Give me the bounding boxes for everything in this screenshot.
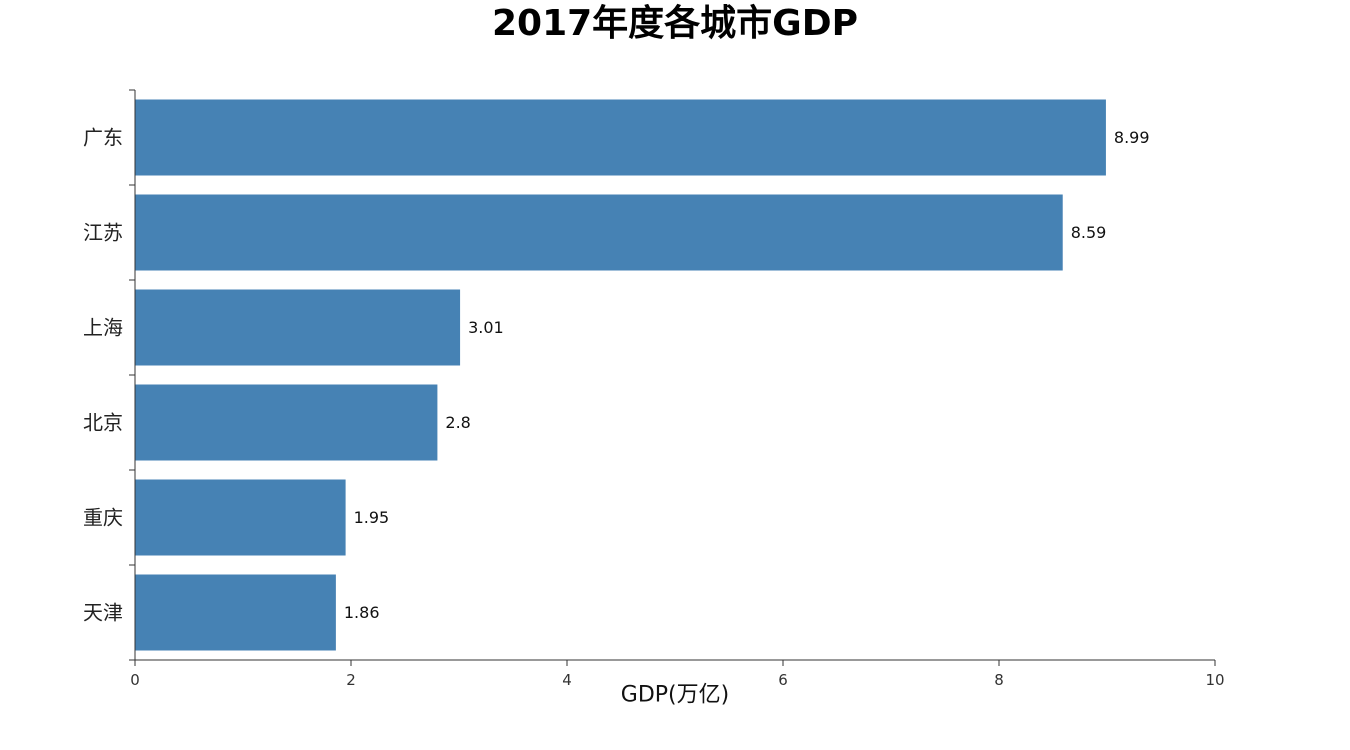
value-label: 3.01 xyxy=(468,318,504,337)
chart-title: 2017年度各城市GDP xyxy=(491,3,858,44)
x-axis-title: GDP(万亿) xyxy=(621,683,729,708)
category-label: 北京 xyxy=(83,411,123,435)
category-label: 江苏 xyxy=(83,221,123,245)
bar xyxy=(135,384,438,461)
x-tick-label: 6 xyxy=(778,671,788,689)
value-label: 8.59 xyxy=(1071,223,1107,242)
value-label: 1.86 xyxy=(344,603,380,622)
value-label: 2.8 xyxy=(445,413,470,432)
bar xyxy=(135,574,336,651)
x-tick-label: 2 xyxy=(346,671,356,689)
x-tick-label: 0 xyxy=(130,671,140,689)
x-tick-label: 8 xyxy=(994,671,1004,689)
x-tick-label: 10 xyxy=(1205,671,1224,689)
category-label: 重庆 xyxy=(83,506,123,530)
bar xyxy=(135,479,346,556)
category-label: 上海 xyxy=(83,316,123,340)
category-label: 天津 xyxy=(83,601,123,625)
value-label: 8.99 xyxy=(1114,128,1150,147)
value-label: 1.95 xyxy=(354,508,390,527)
bar xyxy=(135,194,1063,271)
x-tick-label: 4 xyxy=(562,671,572,689)
category-label: 广东 xyxy=(83,126,123,150)
bar xyxy=(135,99,1106,176)
bar xyxy=(135,289,461,366)
